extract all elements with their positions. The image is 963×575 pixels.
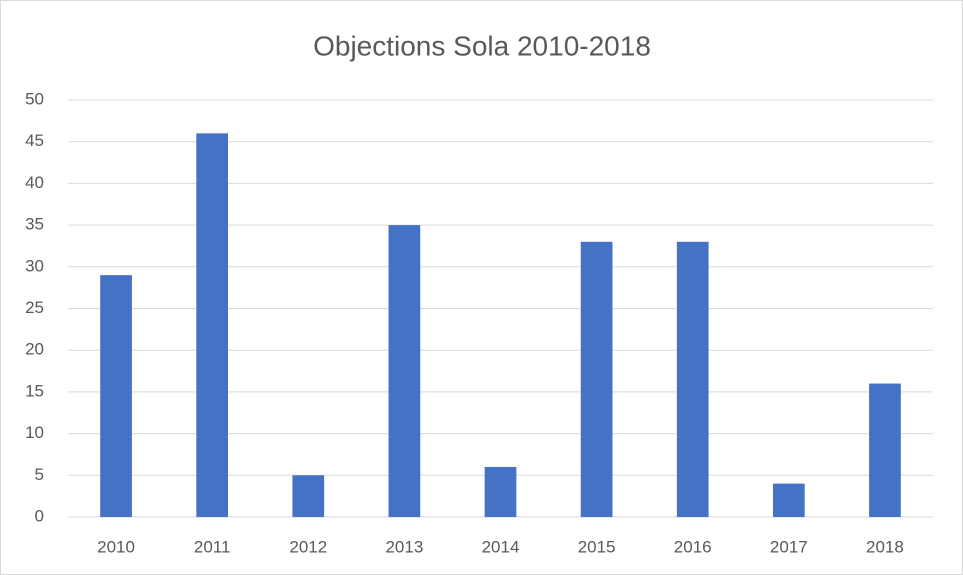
- y-tick-label: 15: [25, 381, 44, 400]
- bar: [484, 466, 517, 517]
- y-tick-label: 45: [25, 131, 44, 150]
- y-tick-label: 40: [25, 173, 44, 192]
- bar: [869, 383, 901, 517]
- x-tick-label: 2012: [289, 537, 327, 556]
- x-tick-label: 2010: [97, 537, 135, 556]
- x-tick-label: 2018: [866, 537, 904, 556]
- x-tick-label: 2015: [578, 537, 616, 556]
- x-tick-label: 2014: [482, 537, 520, 556]
- y-tick-label: 10: [25, 423, 44, 442]
- x-tick-label: 2011: [194, 537, 231, 556]
- bar: [676, 241, 709, 517]
- chart-title: Objections Sola 2010-2018: [313, 30, 651, 61]
- x-tick-label: 2013: [385, 537, 423, 556]
- y-tick-label: 20: [25, 340, 44, 359]
- bar: [196, 133, 229, 518]
- x-tick-label: 2017: [770, 537, 808, 556]
- y-tick-label: 35: [25, 215, 44, 234]
- y-tick-label: 30: [25, 256, 44, 275]
- bar: [100, 275, 132, 517]
- y-tick-label: 5: [35, 465, 44, 484]
- bar: [388, 225, 421, 517]
- y-tick-label: 0: [35, 506, 44, 525]
- y-tick-label: 50: [25, 89, 44, 108]
- y-tick-label: 25: [25, 298, 44, 317]
- x-tick-label: 2016: [674, 537, 712, 556]
- bar: [292, 475, 325, 517]
- bar: [772, 483, 805, 517]
- bar: [580, 241, 613, 517]
